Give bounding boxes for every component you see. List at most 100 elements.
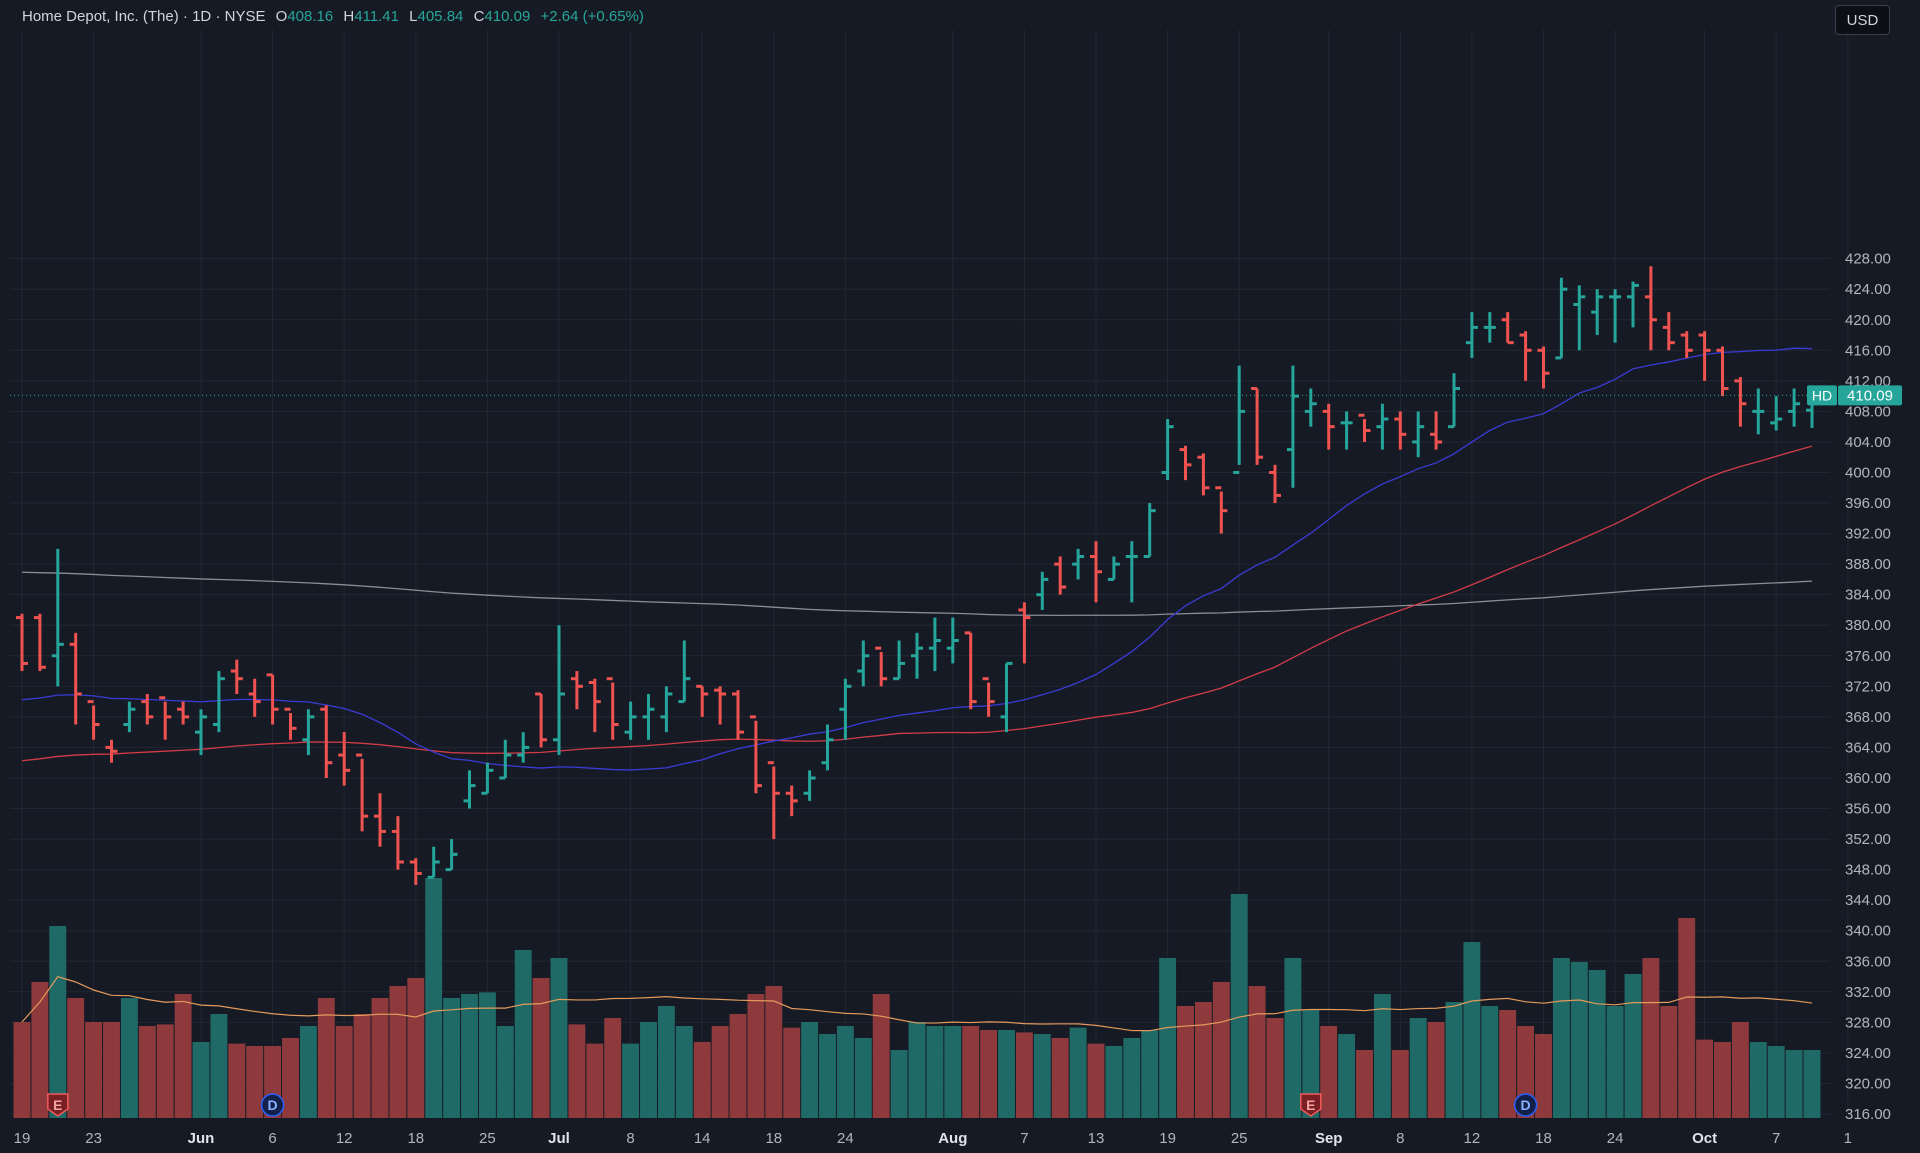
ohlc-bar[interactable] — [248, 678, 261, 717]
ohlc-bar[interactable] — [1430, 411, 1443, 450]
time-axis[interactable]: 19 23 Jun 6 12 18 25 Jul 8 14 18 24 Aug 7 13 19 25 Sep 8 12… — [0, 1121, 1920, 1153]
ohlc-bar[interactable] — [1197, 453, 1210, 496]
ohlc-bar[interactable] — [338, 732, 351, 786]
ohlc-bar[interactable] — [785, 785, 798, 817]
ohlc-bar[interactable] — [588, 678, 601, 733]
ohlc-bar[interactable] — [732, 690, 744, 740]
ohlc-bar[interactable] — [1501, 312, 1514, 345]
ohlc-bar[interactable] — [1555, 277, 1568, 360]
ohlc-bar[interactable] — [839, 678, 852, 740]
ohlc-bar[interactable] — [1394, 411, 1407, 450]
ohlc-bar[interactable] — [1322, 403, 1335, 450]
interval-label[interactable]: 1D — [192, 8, 212, 25]
currency-button[interactable]: USD — [1835, 5, 1890, 35]
ohlc-bar[interactable] — [1412, 411, 1425, 458]
ohlc-bar[interactable] — [141, 693, 154, 725]
dividend-marker[interactable]: D — [260, 1093, 285, 1117]
ohlc-bar[interactable] — [195, 709, 207, 756]
ohlc-bar[interactable] — [391, 816, 404, 870]
ohlc-bar[interactable] — [51, 548, 64, 687]
ohlc-bar[interactable] — [911, 632, 923, 679]
ohlc-bar[interactable] — [857, 640, 870, 687]
ohlc-bar[interactable] — [1251, 386, 1264, 465]
ohlc-bar[interactable] — [427, 846, 440, 879]
ohlc-bar[interactable] — [374, 793, 386, 847]
ohlc-bar[interactable] — [1090, 541, 1102, 603]
ohlc-bar[interactable] — [302, 709, 315, 756]
ohlc-bar[interactable] — [1644, 266, 1657, 351]
ohlc-bar[interactable] — [1340, 411, 1353, 450]
ohlc-bar[interactable] — [1716, 346, 1729, 397]
ohlc-bar[interactable] — [123, 701, 136, 733]
ohlc-bar[interactable] — [230, 659, 243, 694]
price-axis[interactable]: 316.00 320.00 324.00 328.00 332.00 336.00 340.… — [1845, 251, 1891, 1123]
ohlc-bar[interactable] — [1358, 413, 1371, 442]
ohlc-bar[interactable] — [570, 671, 583, 710]
ohlc-bar[interactable] — [660, 686, 673, 733]
ohlc-bar[interactable] — [875, 646, 888, 687]
ohlc-bar[interactable] — [159, 696, 172, 740]
ohlc-bar[interactable] — [946, 617, 959, 664]
ohlc-bar[interactable] — [517, 732, 530, 763]
ohlc-bar[interactable] — [1018, 602, 1031, 664]
ohlc-bar[interactable] — [928, 617, 941, 672]
ohlc-bar[interactable] — [1770, 396, 1783, 431]
ohlc-bar[interactable] — [982, 677, 995, 717]
ohlc-bar[interactable] — [749, 715, 762, 794]
ohlc-bar[interactable] — [1680, 331, 1693, 358]
ohlc-bar[interactable] — [642, 693, 655, 740]
ohlc-bar[interactable] — [1143, 503, 1156, 558]
ohlc-bar[interactable] — [1573, 285, 1586, 351]
ohlc-bar[interactable] — [1662, 312, 1675, 351]
ohlc-bar[interactable] — [1752, 388, 1765, 435]
ohlc-bar[interactable] — [1448, 373, 1460, 429]
ohlc-bar[interactable] — [1054, 556, 1067, 595]
ohlc-bar[interactable] — [212, 671, 225, 733]
ohlc-bar[interactable] — [356, 753, 369, 832]
ohlc-bar[interactable] — [1161, 419, 1174, 481]
ohlc-bar[interactable] — [893, 640, 906, 681]
ohlc-bar[interactable] — [1465, 312, 1478, 358]
ohlc-bar[interactable] — [714, 686, 727, 725]
ohlc-bar[interactable] — [1072, 548, 1085, 580]
ohlc-bar[interactable] — [87, 700, 100, 740]
ohlc-bar[interactable] — [481, 762, 494, 795]
ohlc-bar[interactable] — [409, 858, 422, 885]
ohlc-bar[interactable] — [624, 701, 637, 740]
ohlc-bar[interactable] — [696, 684, 709, 717]
earnings-marker[interactable]: E — [47, 1093, 69, 1117]
ohlc-bar[interactable] — [105, 739, 118, 763]
ohlc-bar[interactable] — [1788, 388, 1801, 427]
ohlc-bar[interactable] — [1000, 661, 1013, 733]
ohlc-bar[interactable] — [678, 640, 691, 704]
ohlc-bar[interactable] — [266, 673, 279, 725]
ohlc-bar[interactable] — [320, 705, 333, 778]
dividend-marker[interactable]: D — [1513, 1093, 1538, 1117]
ohlc-bar[interactable] — [463, 770, 476, 809]
ohlc-bar[interactable] — [1125, 541, 1138, 603]
ohlc-bar[interactable] — [1734, 377, 1747, 427]
ohlc-bar[interactable] — [606, 677, 619, 740]
ohlc-bar[interactable] — [1304, 388, 1317, 427]
ohlc-bar[interactable] — [1215, 486, 1228, 534]
ohlc-bar[interactable] — [284, 707, 297, 740]
ohlc-bar[interactable] — [767, 761, 780, 840]
symbol-name[interactable]: Home Depot, Inc. (The) — [22, 8, 179, 25]
ohlc-bar[interactable] — [803, 770, 816, 801]
ohlc-bar[interactable] — [69, 632, 82, 725]
ohlc-bar[interactable] — [177, 701, 190, 725]
ohlc-bar[interactable] — [1233, 365, 1246, 474]
ohlc-bar[interactable] — [1107, 556, 1120, 581]
earnings-marker[interactable]: E — [1300, 1093, 1322, 1117]
ohlc-bar[interactable] — [821, 724, 834, 771]
ohlc-bar[interactable] — [1179, 445, 1192, 481]
ohlc-bar[interactable] — [964, 631, 977, 710]
ohlc-bar[interactable] — [1269, 464, 1281, 504]
ohlc-bar[interactable] — [535, 692, 548, 748]
ohlc-bar[interactable] — [1519, 331, 1532, 381]
ohlc-bar[interactable] — [1609, 289, 1622, 343]
ohlc-bar[interactable] — [499, 739, 512, 780]
ohlc-bar[interactable] — [1537, 346, 1550, 389]
ohlc-bar[interactable] — [33, 613, 46, 672]
